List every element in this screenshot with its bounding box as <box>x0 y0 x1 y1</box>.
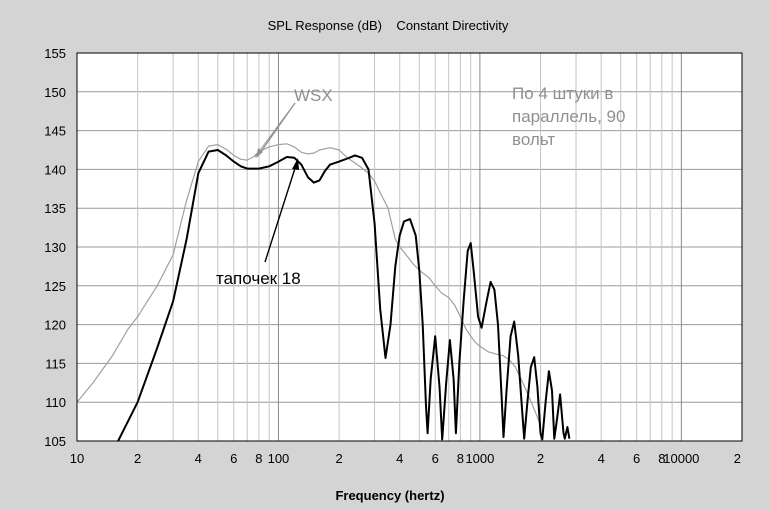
x-tick-label: 4 <box>598 451 605 466</box>
x-tick-label: 2 <box>734 451 741 466</box>
plot-frame <box>76 52 743 442</box>
x-axis-label: Frequency (hertz) <box>335 488 444 503</box>
y-tick-label: 125 <box>44 279 66 294</box>
annotation-wsx: WSX <box>294 86 333 105</box>
x-tick-label: 8 <box>255 451 262 466</box>
x-tick-label: 10000 <box>663 451 699 466</box>
x-tick-label: 8 <box>457 451 464 466</box>
annotation-conditions: По 4 штуки в параллель, 90 вольт <box>512 84 625 149</box>
x-tick-label: 6 <box>230 451 237 466</box>
y-tick-label: 115 <box>45 356 66 371</box>
x-tick-label: 6 <box>633 451 640 466</box>
y-tick-label: 150 <box>44 85 66 100</box>
x-tick-label: 4 <box>195 451 202 466</box>
annotation-tapochek: тапочек 18 <box>216 269 301 288</box>
x-tick-label: 8 <box>658 451 665 466</box>
x-tick-label: 2 <box>134 451 141 466</box>
series-layer <box>76 143 571 442</box>
series-line-tapochek-18 <box>117 149 571 442</box>
y-tick-label: 120 <box>44 318 66 333</box>
x-tick-label: 2 <box>335 451 342 466</box>
x-tick-label: 10 <box>70 451 84 466</box>
x-tick-label: 6 <box>432 451 439 466</box>
annotation-arrows <box>254 102 299 263</box>
tapochek-arrowhead <box>292 158 299 170</box>
y-tick-label: 135 <box>44 201 66 216</box>
y-tick-label: 140 <box>44 162 66 177</box>
y-axis-ticks: 155 150 145 140 135 130 125 120 115 110 105 <box>44 46 66 449</box>
y-tick-label: 130 <box>44 240 66 255</box>
x-tick-label: 2 <box>537 451 544 466</box>
wsx-arrow-line <box>254 102 296 158</box>
y-tick-label: 155 <box>44 46 66 61</box>
chart-title: SPL Response (dB) Constant Directivity <box>268 18 509 33</box>
wsx-arrowhead <box>256 148 263 158</box>
y-tick-label: 105 <box>44 434 66 449</box>
x-tick-label: 100 <box>268 451 290 466</box>
y-tick-label: 110 <box>45 395 66 410</box>
tapochek-arrow-line <box>264 161 298 263</box>
y-tick-label: 145 <box>44 124 66 139</box>
x-tick-label: 1000 <box>465 451 494 466</box>
x-tick-label: 4 <box>396 451 403 466</box>
